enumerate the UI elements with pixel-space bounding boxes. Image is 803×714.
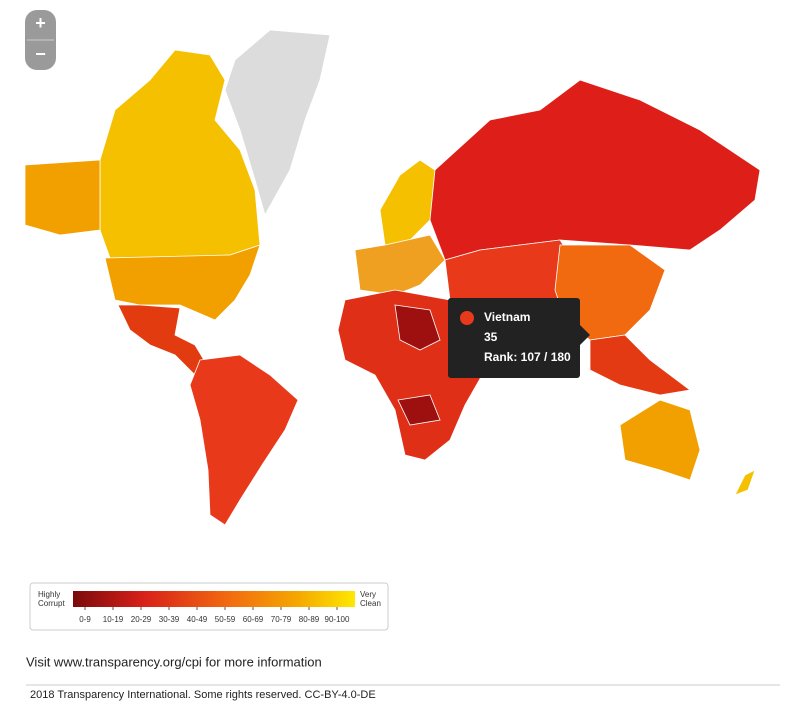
europe-north [379,159,436,246]
zoom-in[interactable]: + [35,13,46,33]
russia [429,79,761,261]
tooltip-score: 35 [484,330,498,344]
footer-copyright: 2018 Transparency International. Some ri… [30,689,376,701]
legend-range: 50-59 [215,615,236,624]
legend-range: 90-100 [325,615,350,624]
legend-range: 30-39 [159,615,180,624]
legend-range: 20-29 [131,615,152,624]
legend-range: 80-89 [299,615,320,624]
legend-high: Clean [360,599,381,608]
tooltip-pointer [580,325,590,345]
alaska [24,159,101,236]
tooltip-swatch [460,311,474,325]
tooltip: Vietnam 35 Rank: 107 / 180 [448,298,590,378]
tooltip-rank: Rank: 107 / 180 [484,350,571,364]
tooltip-box [448,298,580,378]
greenland [224,29,331,217]
legend-low: Corrupt [38,599,65,608]
southeast-asia [589,334,691,396]
new-zealand [734,469,756,496]
tooltip-country: Vietnam [484,310,530,324]
legend-range: 70-79 [271,615,292,624]
central-africa [394,304,441,426]
legend-high: Very [360,590,376,599]
legend-low: Highly [38,590,60,599]
legend: Highly Corrupt Very Clean 0-9 10-19 20-29 3… [29,582,389,631]
footer-link: Visit www.transparency.org/cpi for more … [26,654,322,669]
australia [619,399,701,481]
legend-range: 0-9 [79,615,91,624]
europe [354,234,446,296]
south-america [189,354,299,526]
zoom-out[interactable]: − [35,44,46,64]
legend-range: 40-49 [187,615,208,624]
legend-gradient [73,591,355,607]
zoom-control: + − [25,10,56,70]
usa [104,244,261,321]
legend-range: 10-19 [103,615,124,624]
legend-range: 60-69 [243,615,264,624]
central-america [117,304,211,376]
map [24,29,761,526]
